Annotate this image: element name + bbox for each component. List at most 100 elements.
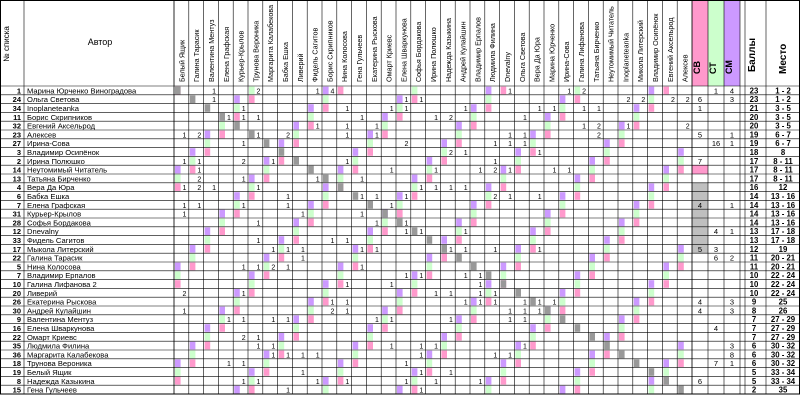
points-value: 10 (750, 280, 759, 289)
vote-mark (175, 183, 181, 191)
vote-mark (545, 121, 551, 130)
vote-mark (633, 218, 640, 227)
vote-mark (426, 165, 433, 174)
place-value: 6 - 7 (775, 130, 791, 139)
vote-mark (678, 165, 684, 174)
vote-mark (574, 280, 581, 288)
vote-value: 2 (197, 132, 201, 139)
vote-mark (249, 183, 255, 191)
vote-mark (530, 236, 536, 244)
author-name: Андрей Кулайшин (27, 306, 91, 315)
vote-mark (678, 341, 684, 350)
vote-mark (323, 385, 329, 394)
vote-value: 1 (523, 115, 527, 122)
row-number: 24 (13, 95, 22, 104)
voter-name: Белый Ящик (177, 39, 186, 82)
self-vote-cell (263, 139, 270, 147)
place-value: 33 - 34 (771, 368, 796, 377)
self-vote-cell (426, 236, 433, 244)
vote-value: 1 (508, 352, 512, 359)
vote-mark (397, 192, 403, 200)
author-name: Неутомимый Читатель (27, 166, 107, 175)
vote-mark (411, 86, 418, 95)
voter-name: Надежда Казыкина (444, 18, 453, 82)
voter-name: Нина Колосова (340, 31, 349, 82)
vote-value: 1 (538, 247, 542, 254)
points-value: 7 (752, 324, 756, 333)
vote-value: 1 (464, 247, 468, 254)
vote-mark (500, 262, 507, 271)
vote-mark (619, 324, 625, 332)
row-number: 5 (17, 262, 21, 271)
vote-mark (530, 148, 536, 156)
vote-mark (663, 262, 669, 271)
vote-mark (397, 201, 403, 209)
vote-mark (293, 227, 299, 235)
vote-value: 1 (405, 220, 409, 227)
vote-mark (633, 209, 640, 218)
vote-value: 1 (538, 150, 542, 157)
vote-value: 1 (567, 88, 571, 95)
vote-value: 2 (597, 132, 601, 139)
place-value: 8 - 11 (773, 174, 793, 183)
vote-mark (530, 333, 536, 341)
vote-value: 1 (301, 352, 305, 359)
vote-mark (485, 86, 492, 95)
points-value: 14 (750, 218, 759, 227)
row-number: 19 (13, 368, 21, 377)
vote-value: 2 (183, 291, 187, 298)
vote-mark (234, 209, 240, 218)
vote-mark (471, 315, 477, 323)
vote-value: 1 (449, 317, 453, 324)
place-value: 20 - 21 (771, 254, 796, 263)
author-name: Екатерина Рыскова (27, 298, 97, 307)
vote-mark (323, 104, 329, 112)
vote-mark (619, 121, 625, 130)
vote-mark (411, 95, 418, 103)
vote-value: 1 (345, 308, 349, 315)
vote-mark (337, 368, 344, 376)
vote-mark (471, 297, 477, 306)
vote-value: 1 (419, 185, 423, 192)
vote-value: 1 (582, 106, 586, 113)
points-value: 13 (750, 236, 759, 245)
vote-mark (426, 359, 433, 367)
vote-mark (545, 324, 551, 332)
vote-mark (574, 95, 581, 103)
sm-value: 3 (730, 95, 734, 104)
vote-value: 1 (538, 194, 542, 201)
place-value: 12 (779, 183, 788, 192)
vote-mark (485, 289, 492, 297)
place-value: 3 - 5 (775, 104, 791, 113)
vote-value: 1 (331, 238, 335, 245)
vote-mark (249, 271, 255, 279)
vote-value: 1 (257, 115, 261, 122)
vote-value: 2 (242, 335, 246, 342)
vote-value: 1 (449, 370, 453, 377)
vote-value: 1 (242, 176, 246, 183)
vote-value: 1 (345, 132, 349, 139)
voter-name: Марина Юрченко (547, 24, 556, 82)
vote-mark (589, 157, 595, 165)
vote-value: 1 (242, 203, 246, 210)
sv-header-cell (692, 0, 708, 86)
vote-value: 1 (345, 379, 349, 386)
vote-mark (337, 377, 344, 385)
author-name: Надежда Казыкина (27, 377, 95, 386)
vote-mark (189, 253, 196, 262)
vote-mark (663, 174, 669, 183)
vote-mark (204, 236, 211, 244)
vote-mark (219, 306, 225, 315)
vote-mark (530, 245, 536, 253)
place-value: 17 - 18 (771, 236, 796, 245)
points-value: 11 (750, 262, 759, 271)
voter-name: Неутомимый Читатель (607, 6, 616, 82)
row-number: 1 (17, 86, 21, 95)
author-name: Елена Графская (27, 201, 85, 210)
self-vote-cell (663, 377, 669, 385)
author-name: Галина Тарасик (27, 254, 83, 263)
author-name: Валентина Ментуз (27, 315, 94, 324)
vote-mark (426, 174, 433, 183)
vote-mark (411, 183, 418, 191)
